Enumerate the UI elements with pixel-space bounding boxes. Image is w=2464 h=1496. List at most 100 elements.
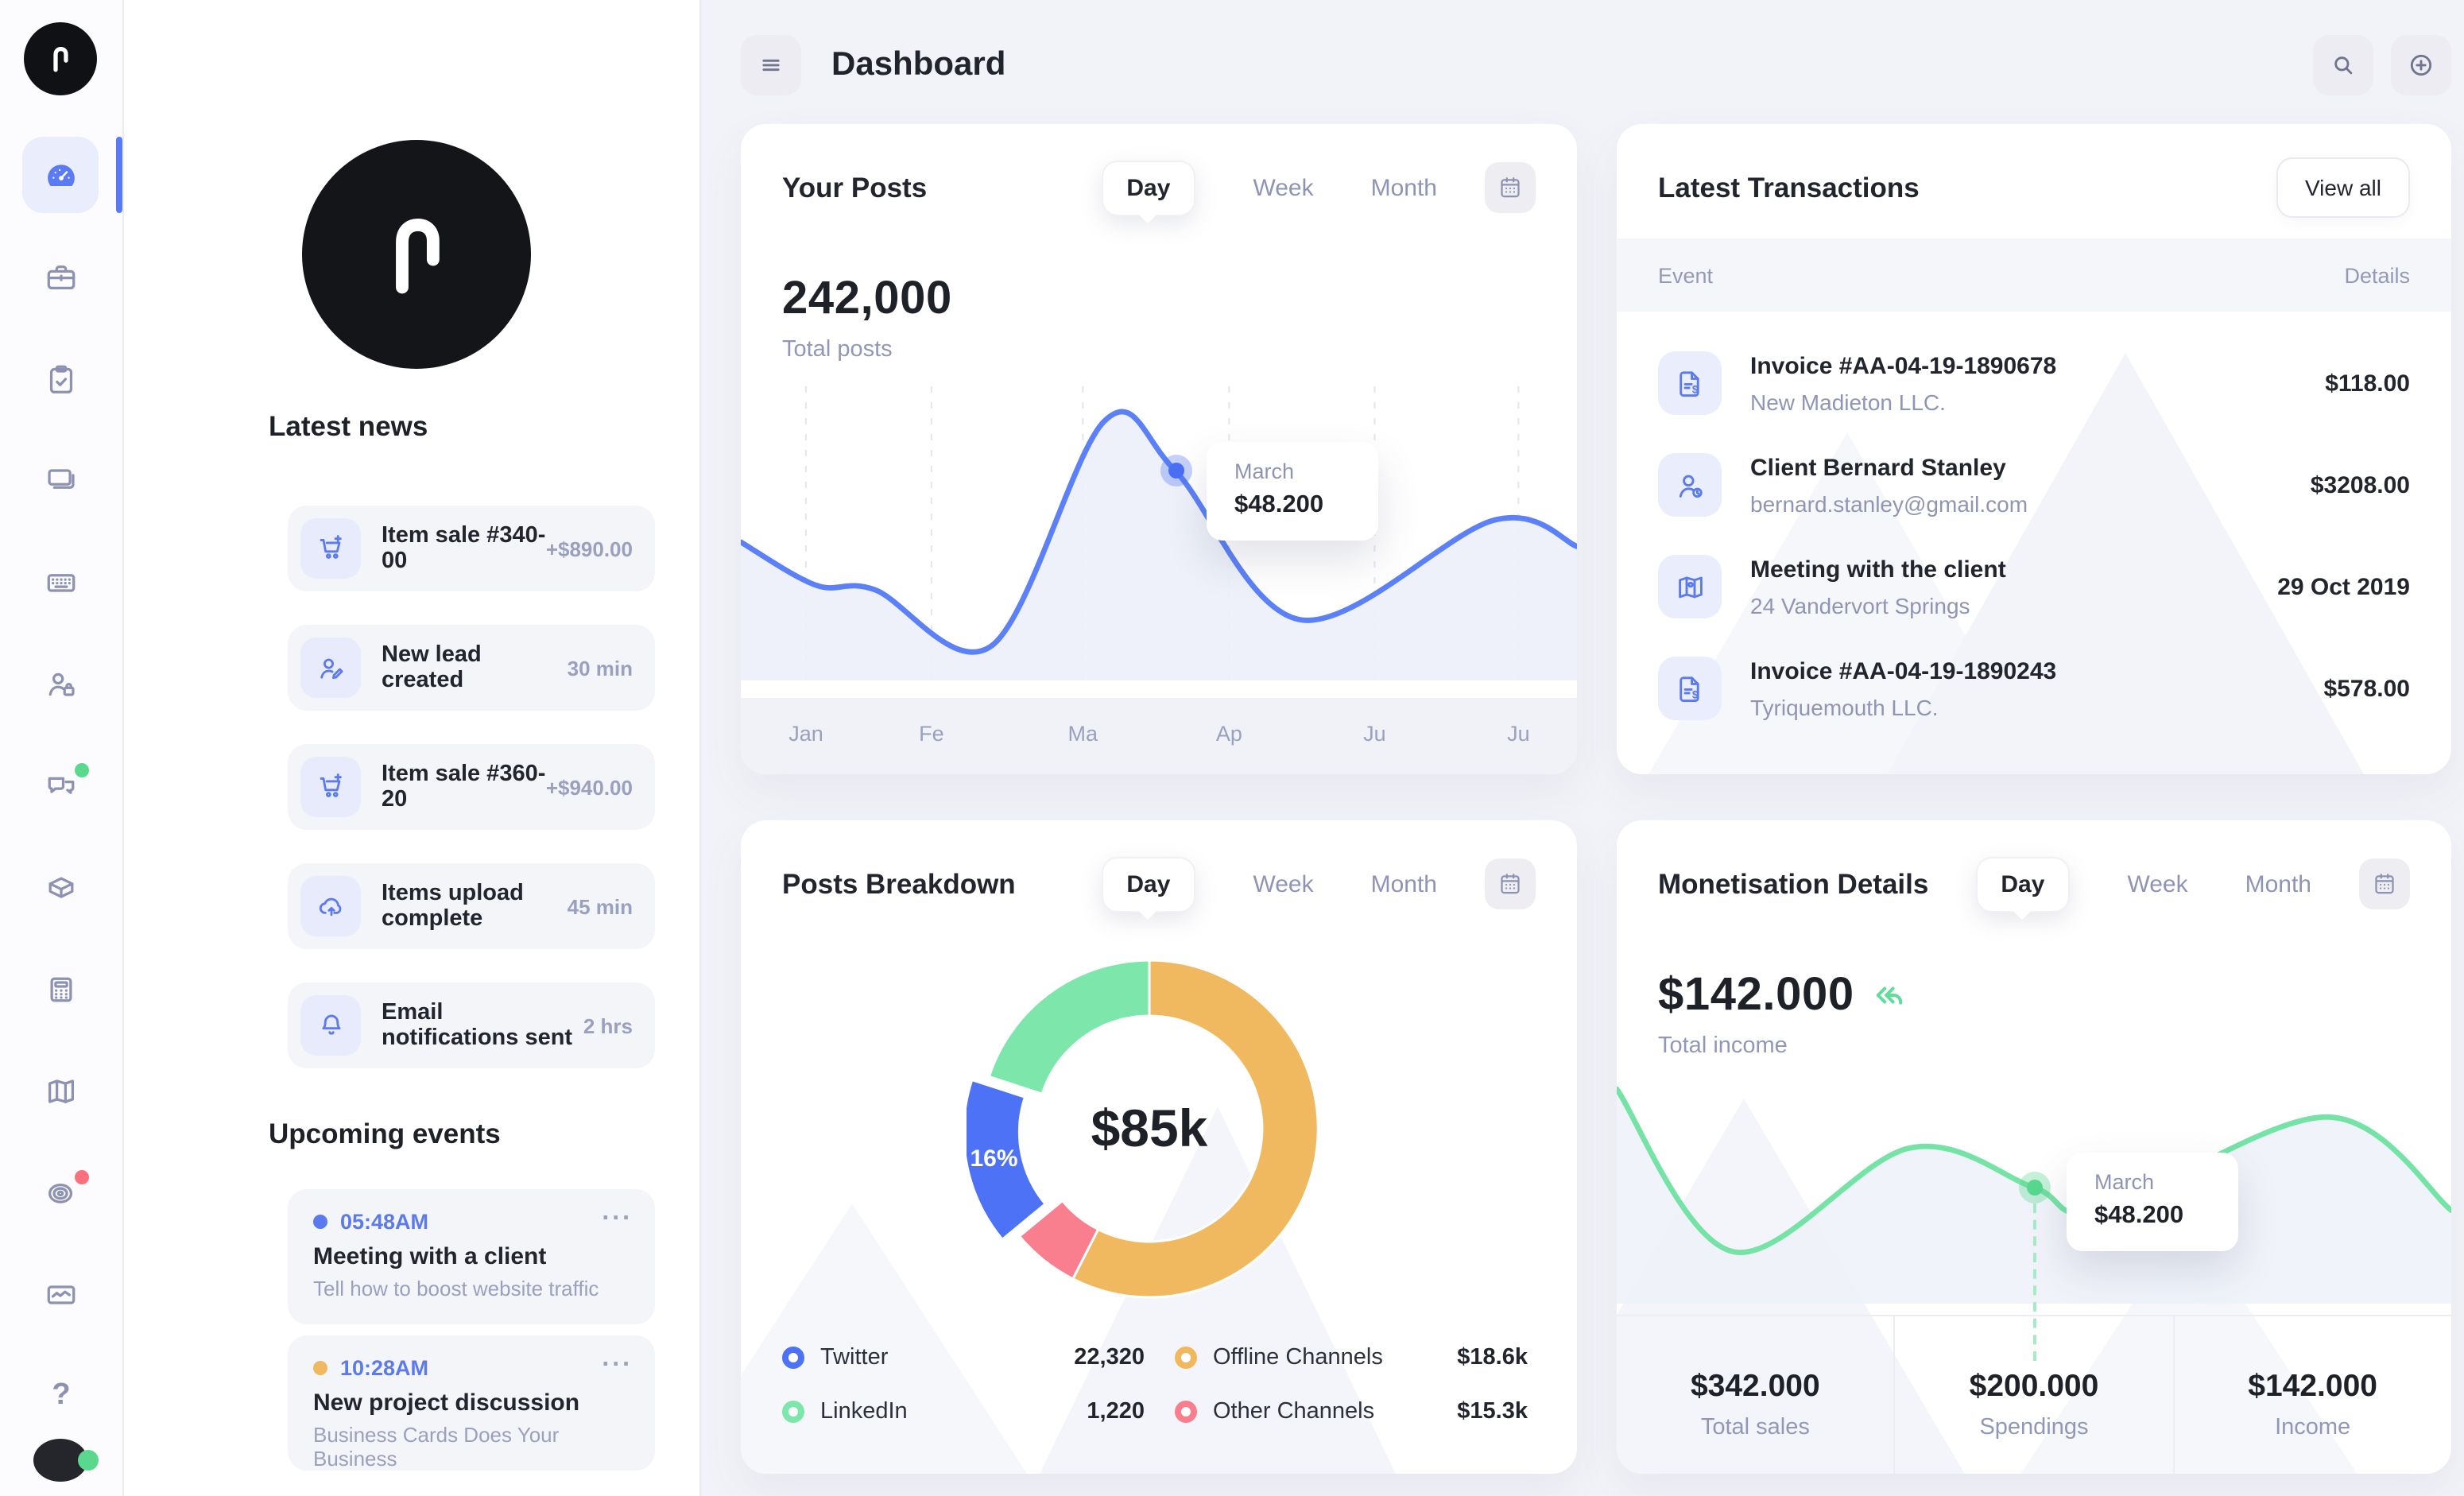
add-button[interactable] bbox=[2391, 35, 2451, 95]
news-item-meta: 45 min bbox=[567, 894, 633, 918]
svg-text:$: $ bbox=[1691, 688, 1698, 700]
row-subtitle: New Madieton LLC. bbox=[1750, 389, 1946, 414]
profile-avatar[interactable] bbox=[302, 140, 531, 369]
sidebar-item-schedule[interactable] bbox=[0, 563, 122, 601]
target-icon bbox=[48, 1183, 73, 1203]
stat-total-sales: $342.000 Total sales bbox=[1617, 1316, 1894, 1474]
card-title: Latest Transactions bbox=[1658, 171, 1920, 203]
calculator-icon bbox=[50, 976, 72, 1002]
news-item[interactable]: Item sale #360-20 +$940.00 bbox=[288, 744, 655, 830]
news-item-title: New lead created bbox=[382, 642, 482, 693]
legend-item[interactable]: Twitter 22,320 bbox=[782, 1342, 1145, 1374]
tab-week[interactable]: Week bbox=[1253, 174, 1314, 201]
donut-chart[interactable]: $85k 16% bbox=[967, 946, 1332, 1312]
menu-button[interactable] bbox=[741, 35, 801, 95]
marker-dropline bbox=[2032, 1203, 2036, 1361]
legend-dot bbox=[1175, 1401, 1197, 1423]
event-card[interactable]: 10:28AM New project discussion Business … bbox=[288, 1335, 655, 1471]
search-icon bbox=[2334, 56, 2353, 75]
posts-breakdown-card: Posts Breakdown Day Week Month $85k 16% … bbox=[741, 820, 1577, 1474]
news-item[interactable]: Item sale #340-00 +$890.00 bbox=[288, 506, 655, 591]
news-item-meta: +$940.00 bbox=[545, 775, 633, 799]
user-edit-icon bbox=[300, 638, 361, 698]
brand-logo[interactable] bbox=[24, 22, 97, 95]
monetisation-stats: $342.000 Total sales $200.000 Spendings … bbox=[1617, 1315, 2451, 1474]
legend-item[interactable]: LinkedIn 1,220 bbox=[782, 1396, 1145, 1428]
row-subtitle: 24 Vandervort Springs bbox=[1750, 592, 1970, 618]
x-axis-label: Jan bbox=[788, 722, 823, 746]
event-menu-icon[interactable]: ... bbox=[602, 1345, 633, 1372]
table-row[interactable]: $ Invoice #AA-04-19-1890678 New Madieton … bbox=[1658, 332, 2410, 434]
sidebar-item-reports[interactable] bbox=[0, 1275, 122, 1313]
calendar-button[interactable] bbox=[2359, 858, 2410, 909]
tab-day[interactable]: Day bbox=[1101, 856, 1196, 912]
news-heading: Latest news bbox=[269, 410, 428, 442]
table-row[interactable]: Meeting with the client 24 Vandervort Spr… bbox=[1658, 536, 2410, 638]
invoice-icon: $ bbox=[1658, 657, 1722, 720]
stat-label: Spendings bbox=[1979, 1415, 2089, 1440]
stat-label: Total sales bbox=[1700, 1415, 1810, 1440]
sidebar-item-projects[interactable] bbox=[0, 258, 122, 296]
sidebar-item-products[interactable] bbox=[0, 868, 122, 906]
tab-month[interactable]: Month bbox=[2245, 870, 2311, 897]
legend-item[interactable]: Other Channels $15.3k bbox=[1175, 1396, 1528, 1428]
event-title: New project discussion bbox=[313, 1389, 580, 1417]
news-item[interactable]: Items upload complete 45 min bbox=[288, 863, 655, 949]
sidebar-item-billing[interactable] bbox=[0, 970, 122, 1008]
period-tabs: Day Week Month bbox=[1101, 856, 1437, 912]
sidebar-item-contacts[interactable] bbox=[0, 665, 122, 703]
event-menu-icon[interactable]: ... bbox=[602, 1199, 633, 1226]
news-item[interactable]: Email notifications sent 2 hrs bbox=[288, 982, 655, 1068]
legend-name: Twitter bbox=[820, 1345, 889, 1370]
keyboard-icon bbox=[47, 573, 76, 591]
table-row[interactable]: Client Bernard Stanley bernard.stanley@gm… bbox=[1658, 434, 2410, 536]
legend-name: Offline Channels bbox=[1213, 1345, 1383, 1370]
calendar-button[interactable] bbox=[1485, 858, 1536, 909]
tab-day[interactable]: Day bbox=[1975, 856, 2071, 912]
income-line-chart[interactable]: March $48.200 bbox=[1617, 1065, 2451, 1361]
page-title: Dashboard bbox=[831, 46, 1006, 83]
posts-line-chart[interactable]: March $48.200 bbox=[741, 386, 1577, 680]
chart-wave-icon bbox=[47, 1285, 76, 1304]
news-item[interactable]: New lead created 30 min bbox=[288, 625, 655, 711]
row-title: Meeting with the client bbox=[1750, 556, 2006, 583]
table-row[interactable]: $ Invoice #AA-04-19-1890243 Tyriquemouth … bbox=[1658, 638, 2410, 739]
chart-tooltip: March $48.200 bbox=[2066, 1152, 2237, 1251]
tab-week[interactable]: Week bbox=[2127, 870, 2188, 897]
tab-day[interactable]: Day bbox=[1101, 160, 1196, 215]
sidebar-item-tasks[interactable] bbox=[0, 359, 122, 397]
sidebar-item-goals[interactable] bbox=[0, 1170, 122, 1211]
brand-logo-icon bbox=[53, 46, 68, 72]
tab-month[interactable]: Month bbox=[1370, 870, 1437, 897]
sidebar-item-messages[interactable] bbox=[0, 763, 122, 804]
sidebar-item-map[interactable] bbox=[0, 1072, 122, 1110]
calendar-button[interactable] bbox=[1485, 162, 1536, 213]
legend-name: LinkedIn bbox=[820, 1399, 908, 1424]
question-icon: ? bbox=[52, 1378, 71, 1412]
event-card[interactable]: 05:48AM Meeting with a client Tell how t… bbox=[288, 1189, 655, 1324]
column-details: Details bbox=[2344, 263, 2410, 287]
news-item-meta: 30 min bbox=[567, 656, 633, 680]
x-axis-band: Jan Fe Ma Ap Ju Ju bbox=[741, 698, 1577, 774]
legend-value: 1,220 bbox=[1087, 1399, 1145, 1424]
view-all-button[interactable]: View all bbox=[2276, 157, 2410, 218]
tooltip-label: March bbox=[1234, 459, 1295, 484]
hamburger-icon bbox=[762, 59, 780, 72]
sidebar-item-dashboard[interactable] bbox=[0, 137, 122, 213]
tab-month[interactable]: Month bbox=[1370, 174, 1437, 201]
latest-transactions-card: Latest Transactions View all Event Detai… bbox=[1617, 124, 2451, 774]
sidebar-item-help[interactable]: ? bbox=[0, 1377, 122, 1415]
legend-item[interactable]: Offline Channels $18.6k bbox=[1175, 1342, 1528, 1374]
chart-marker bbox=[1168, 463, 1184, 479]
x-axis-label: Fe bbox=[919, 722, 944, 746]
legend-dot bbox=[1175, 1347, 1197, 1369]
legend-dot bbox=[782, 1347, 804, 1369]
row-value: $578.00 bbox=[2323, 675, 2410, 702]
tab-week[interactable]: Week bbox=[1253, 870, 1314, 897]
sidebar-item-windows[interactable] bbox=[0, 461, 122, 499]
dashboard-icon bbox=[48, 164, 75, 186]
period-tabs: Day Week Month bbox=[1975, 856, 2311, 912]
user-avatar[interactable] bbox=[33, 1439, 99, 1482]
search-button[interactable] bbox=[2313, 35, 2373, 95]
